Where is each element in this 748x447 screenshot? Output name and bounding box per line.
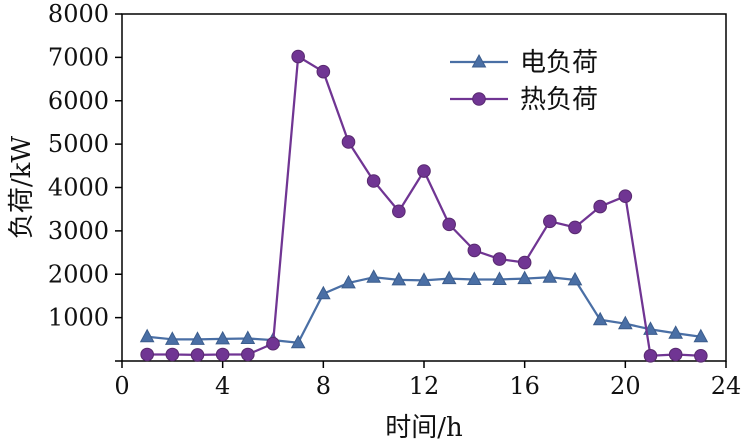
series-1-marker-circle xyxy=(467,243,482,258)
series-1-marker-circle xyxy=(266,336,280,351)
series-0-marker-triangle xyxy=(164,331,180,345)
series-0-marker-triangle xyxy=(592,311,608,326)
plot-border xyxy=(121,13,727,362)
series-1-marker-circle xyxy=(140,347,154,362)
series-0-marker-triangle xyxy=(567,271,583,286)
series-1-marker-circle xyxy=(618,189,633,203)
series-1-marker-circle xyxy=(517,255,532,270)
series-0-marker-triangle xyxy=(315,285,331,300)
series-1-marker-circle xyxy=(442,217,456,232)
legend-label-0: 电负荷 xyxy=(520,48,598,78)
series-1-marker-circle xyxy=(417,164,431,178)
series-0-marker-triangle xyxy=(617,315,633,330)
x-axis-tick-label: 24 xyxy=(711,372,742,400)
series-1-marker-circle xyxy=(543,214,557,229)
series-1-marker-circle xyxy=(215,347,230,362)
y-axis-tick-label: 5000 xyxy=(48,130,109,158)
y-axis-tick-label: 8000 xyxy=(48,0,109,28)
x-axis-tick-label: 4 xyxy=(215,372,230,400)
y-axis-tick-label: 7000 xyxy=(48,43,109,71)
x-axis-title: 时间/h xyxy=(385,413,463,443)
x-axis-tick-label: 16 xyxy=(509,372,540,400)
series-0-marker-triangle xyxy=(441,270,457,285)
series-0-marker-triangle xyxy=(366,269,382,283)
series-1-marker-circle xyxy=(492,252,507,266)
y-axis-tick-label: 1000 xyxy=(48,304,109,332)
series-0-marker-triangle xyxy=(215,330,231,345)
x-axis-tick-label: 12 xyxy=(409,372,440,400)
series-1-marker-circle xyxy=(593,199,607,214)
legend-label-1: 热负荷 xyxy=(520,85,598,115)
series-1-marker-circle xyxy=(568,220,582,235)
series-0-marker-triangle xyxy=(668,325,684,339)
series-1-line xyxy=(147,55,701,357)
y-axis-tick-label: 4000 xyxy=(48,174,109,202)
series-1-marker-circle xyxy=(190,348,205,362)
series-1-marker-circle xyxy=(341,135,356,149)
y-axis-tick-label: 2000 xyxy=(48,260,109,288)
series-0-marker-triangle xyxy=(391,271,407,286)
series-0-marker-triangle xyxy=(492,271,507,285)
legend-1-marker-circle xyxy=(472,92,486,106)
series-0-marker-triangle xyxy=(542,269,558,283)
y-axis-title: 负荷/kW xyxy=(7,136,37,240)
series-1-marker-circle xyxy=(366,174,381,188)
series-0-marker-triangle xyxy=(517,270,533,285)
series-1-marker-circle xyxy=(316,64,331,79)
y-axis-tick-label: 3000 xyxy=(48,217,109,245)
series-1-marker-circle xyxy=(694,348,708,363)
x-axis-tick-label: 0 xyxy=(114,372,129,400)
x-axis-tick-label: 8 xyxy=(316,372,331,400)
series-0-marker-triangle xyxy=(139,328,155,343)
series-0-marker-triangle xyxy=(240,330,256,344)
series-1-marker-circle xyxy=(392,204,406,219)
legend-0-marker-triangle xyxy=(471,53,487,68)
series-1-marker-circle xyxy=(241,347,255,362)
series-1-marker-circle xyxy=(291,49,305,64)
series-0-marker-triangle xyxy=(341,274,356,289)
series-1-marker-circle xyxy=(165,347,180,362)
series-0-line xyxy=(147,276,701,344)
series-0-marker-triangle xyxy=(466,271,482,285)
series-1-marker-circle xyxy=(643,348,658,363)
series-0-marker-triangle xyxy=(693,328,709,343)
x-axis-tick-label: 20 xyxy=(610,372,641,400)
series-1-marker-circle xyxy=(668,347,683,362)
series-0-marker-triangle xyxy=(290,334,306,349)
y-axis-tick-label: 6000 xyxy=(48,87,109,115)
series-0-marker-triangle xyxy=(416,272,432,286)
series-0-marker-triangle xyxy=(190,331,205,345)
